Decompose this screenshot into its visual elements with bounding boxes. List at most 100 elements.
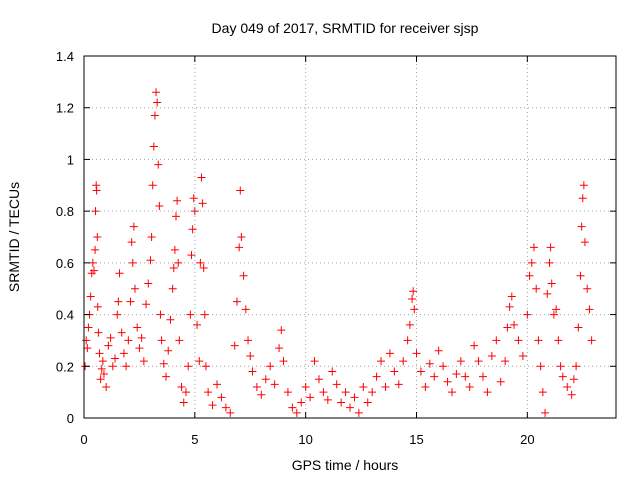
- data-point: [456, 357, 465, 366]
- data-point: [583, 284, 592, 293]
- data-point: [543, 289, 552, 298]
- data-point: [175, 336, 184, 345]
- data-point: [181, 388, 190, 397]
- data-point: [587, 336, 596, 345]
- data-point: [150, 111, 159, 120]
- data-point: [277, 326, 286, 335]
- data-point: [188, 225, 197, 234]
- data-point: [173, 196, 182, 205]
- data-point: [545, 258, 554, 267]
- data-point: [314, 375, 323, 384]
- data-point: [92, 186, 101, 195]
- data-point: [538, 388, 547, 397]
- data-point: [187, 251, 196, 260]
- data-point: [461, 372, 470, 381]
- data-point: [377, 357, 386, 366]
- data-point: [128, 258, 137, 267]
- grid-lines: [84, 56, 616, 418]
- data-point: [547, 279, 556, 288]
- data-point: [576, 271, 585, 280]
- data-point: [168, 284, 177, 293]
- data-point: [425, 359, 434, 368]
- data-point: [155, 201, 164, 210]
- data-point: [399, 357, 408, 366]
- data-point: [523, 310, 532, 319]
- data-point: [556, 362, 565, 371]
- data-point: [297, 398, 306, 407]
- data-point: [179, 398, 188, 407]
- data-point: [184, 362, 193, 371]
- x-tick-label: 15: [409, 432, 423, 447]
- data-point: [144, 279, 153, 288]
- data-point: [385, 349, 394, 358]
- data-point: [546, 243, 555, 252]
- x-tick-label: 10: [298, 432, 312, 447]
- data-point: [217, 393, 226, 402]
- data-point: [96, 375, 105, 384]
- data-point: [549, 310, 558, 319]
- data-point: [198, 199, 207, 208]
- data-point: [310, 357, 319, 366]
- data-point: [146, 256, 155, 265]
- data-point: [201, 362, 210, 371]
- data-point: [569, 375, 578, 384]
- data-point: [154, 160, 163, 169]
- data-point: [200, 310, 209, 319]
- data-point: [159, 359, 168, 368]
- data-point: [409, 287, 418, 296]
- data-point: [354, 408, 363, 417]
- data-point: [104, 341, 113, 350]
- data-point: [156, 310, 165, 319]
- data-point: [390, 367, 399, 376]
- data-point: [257, 390, 266, 399]
- data-point: [91, 245, 100, 254]
- data-point: [534, 336, 543, 345]
- data-point: [171, 212, 180, 221]
- data-point: [102, 382, 111, 391]
- x-tick-label: 5: [191, 432, 198, 447]
- data-point: [246, 351, 255, 360]
- data-point: [501, 357, 510, 366]
- data-point: [579, 181, 588, 190]
- data-point: [532, 284, 541, 293]
- data-point: [149, 142, 158, 151]
- data-point: [505, 302, 514, 311]
- data-point: [507, 292, 516, 301]
- data-point: [496, 377, 505, 386]
- data-point: [196, 258, 205, 267]
- data-point: [113, 310, 122, 319]
- data-point: [585, 305, 594, 314]
- data-point: [230, 341, 239, 350]
- data-point: [341, 388, 350, 397]
- data-point: [552, 305, 561, 314]
- data-point: [130, 284, 139, 293]
- data-point: [416, 367, 425, 376]
- data-point: [408, 295, 417, 304]
- data-point: [84, 323, 93, 332]
- data-point: [275, 344, 284, 353]
- data-point: [239, 271, 248, 280]
- data-point: [381, 382, 390, 391]
- data-point: [527, 258, 536, 267]
- chart-title: Day 049 of 2017, SRMTID for receiver sjs…: [212, 20, 479, 36]
- data-point: [510, 320, 519, 329]
- data-point: [405, 320, 414, 329]
- data-point: [162, 372, 171, 381]
- data-point: [129, 222, 138, 231]
- data-point: [190, 207, 199, 216]
- y-tick-label: 0.2: [56, 359, 74, 374]
- data-point: [164, 346, 173, 355]
- x-axis-label: GPS time / hours: [292, 457, 399, 473]
- data-point: [91, 207, 100, 216]
- data-point: [82, 336, 91, 345]
- data-point: [117, 328, 126, 337]
- data-point: [421, 382, 430, 391]
- data-point: [248, 367, 257, 376]
- data-point: [195, 357, 204, 366]
- x-tick-label: 0: [80, 432, 87, 447]
- data-point: [403, 336, 412, 345]
- data-point: [487, 351, 496, 360]
- data-point: [306, 393, 315, 402]
- data-point: [241, 305, 250, 314]
